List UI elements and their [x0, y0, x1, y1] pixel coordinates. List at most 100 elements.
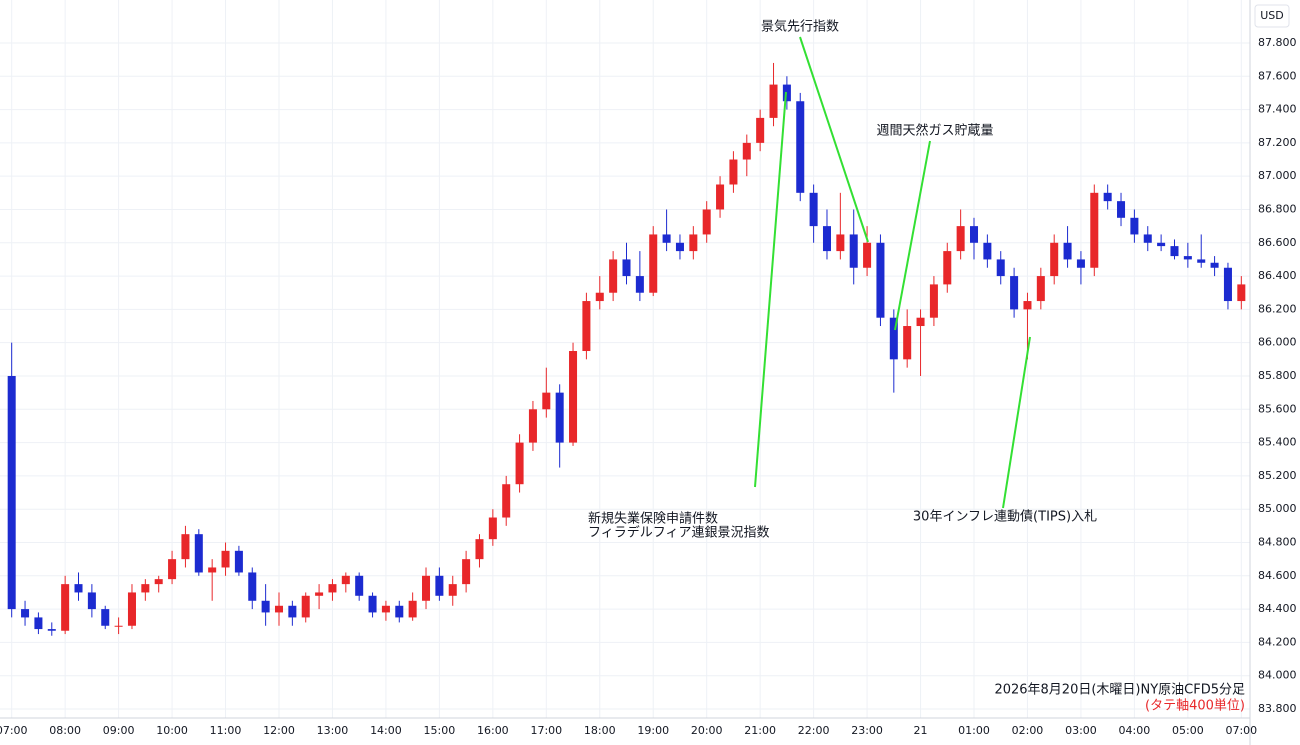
candle-body: [622, 259, 631, 277]
y-tick-label: 87.600: [1258, 69, 1297, 82]
candle-body: [809, 192, 818, 227]
candle-body: [1010, 276, 1019, 310]
candle-body: [154, 579, 163, 585]
candle-body: [1090, 192, 1099, 268]
candle-body: [649, 234, 658, 293]
x-tick-label: 16:00: [477, 724, 509, 737]
candle-body: [34, 617, 43, 630]
candle-body: [328, 584, 337, 593]
candle-body: [1076, 259, 1085, 268]
y-tick-label: 84.400: [1258, 602, 1297, 615]
x-tick-label: 17:00: [530, 724, 562, 737]
candle-body: [1103, 192, 1112, 202]
y-tick-label: 86.600: [1258, 236, 1297, 249]
x-tick-label: 20:00: [691, 724, 723, 737]
y-tick-label: 87.400: [1258, 103, 1297, 116]
candle-body: [341, 575, 350, 585]
candle-body: [355, 575, 364, 596]
candle-body: [756, 117, 765, 143]
candle-body: [929, 284, 938, 318]
x-tick-label: 07:00: [1225, 724, 1257, 737]
y-tick-label: 83.800: [1258, 702, 1297, 715]
y-tick-label: 86.800: [1258, 202, 1297, 215]
y-tick-label: 84.000: [1258, 669, 1297, 682]
candle-body: [595, 292, 604, 302]
candle-body: [635, 276, 644, 293]
candle-body: [274, 605, 284, 613]
candle-body: [542, 392, 551, 410]
candle-body: [462, 559, 471, 585]
candle-body: [1157, 242, 1166, 247]
candle-body: [729, 159, 738, 185]
annotation: 週間天然ガス貯蔵量: [876, 123, 993, 139]
candle-body: [569, 351, 578, 443]
x-tick-label: 09:00: [103, 724, 135, 737]
candle-body: [1117, 201, 1126, 218]
annotation: 30年インフレ連動債(TIPS)入札: [913, 510, 1097, 525]
candle-body: [47, 629, 56, 631]
x-tick-label: 22:00: [798, 724, 830, 737]
candle-body: [368, 595, 377, 613]
candle-body: [863, 242, 872, 268]
candle-body: [675, 242, 684, 252]
candle-body: [555, 392, 564, 443]
candle-body: [181, 534, 190, 560]
candle-body: [689, 234, 698, 252]
y-tick-label: 85.400: [1258, 436, 1297, 449]
x-tick-label: 21:00: [744, 724, 776, 737]
candle-body: [448, 584, 457, 596]
candle-body: [983, 242, 992, 260]
candle-body: [903, 326, 912, 360]
candle-body: [315, 592, 324, 596]
y-tick-label: 84.200: [1258, 635, 1297, 648]
candle-body: [221, 550, 230, 568]
candle-body: [889, 317, 898, 360]
caption: 2026年8月20日(木曜日)NY原油CFD5分足: [994, 683, 1245, 698]
candle-body: [475, 539, 484, 560]
candle-body: [61, 584, 70, 631]
candle-body: [956, 226, 965, 252]
y-tick-label: 87.000: [1258, 169, 1297, 182]
candle-body: [1063, 242, 1072, 260]
y-tick-label: 84.800: [1258, 535, 1297, 548]
x-tick-label: 14:00: [370, 724, 402, 737]
x-tick-label: 10:00: [156, 724, 188, 737]
candle-body: [87, 592, 96, 610]
x-tick-label: 12:00: [263, 724, 295, 737]
y-tick-label: 87.800: [1258, 36, 1297, 49]
candle-body: [515, 442, 524, 485]
candles: [7, 62, 1246, 636]
candle-body: [208, 567, 217, 573]
candle-body: [101, 609, 110, 626]
candle-body: [1130, 217, 1139, 235]
candle-body: [168, 559, 177, 580]
x-tick-label: 19:00: [637, 724, 669, 737]
x-tick-label: 05:00: [1172, 724, 1204, 737]
annotation-line: [894, 140, 931, 331]
y-tick-label: 86.200: [1258, 302, 1297, 315]
x-tick-label: 15:00: [424, 724, 456, 737]
candle-body: [849, 234, 858, 268]
y-tick-label: 84.600: [1258, 569, 1297, 582]
annotation-line: [1002, 336, 1031, 509]
x-tick-label: 07:00: [0, 724, 28, 737]
x-tick-label: 01:00: [958, 724, 990, 737]
candle-body: [288, 605, 297, 618]
candle-body: [1183, 256, 1192, 260]
annotation: 景気先行指数: [761, 19, 839, 35]
x-tick-label: 08:00: [49, 724, 81, 737]
candle-body: [1023, 301, 1032, 310]
candle-body: [7, 375, 16, 610]
candle-body: [301, 595, 310, 618]
annotation-line: [754, 91, 787, 488]
candle-body: [488, 517, 497, 540]
candle-body: [796, 101, 805, 193]
candle-body: [1237, 284, 1246, 302]
x-tick-label: 13:00: [317, 724, 349, 737]
y-tick-label: 87.200: [1258, 136, 1297, 149]
candle-body: [1050, 242, 1059, 277]
caption-note: (タテ軸400単位): [1145, 698, 1245, 714]
x-tick-label: 04:00: [1119, 724, 1151, 737]
annotation: 新規失業保険申請件数: [588, 511, 718, 527]
